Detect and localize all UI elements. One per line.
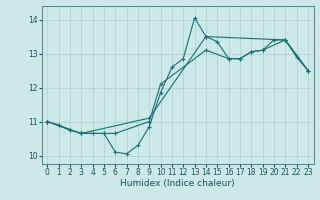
X-axis label: Humidex (Indice chaleur): Humidex (Indice chaleur) — [120, 179, 235, 188]
